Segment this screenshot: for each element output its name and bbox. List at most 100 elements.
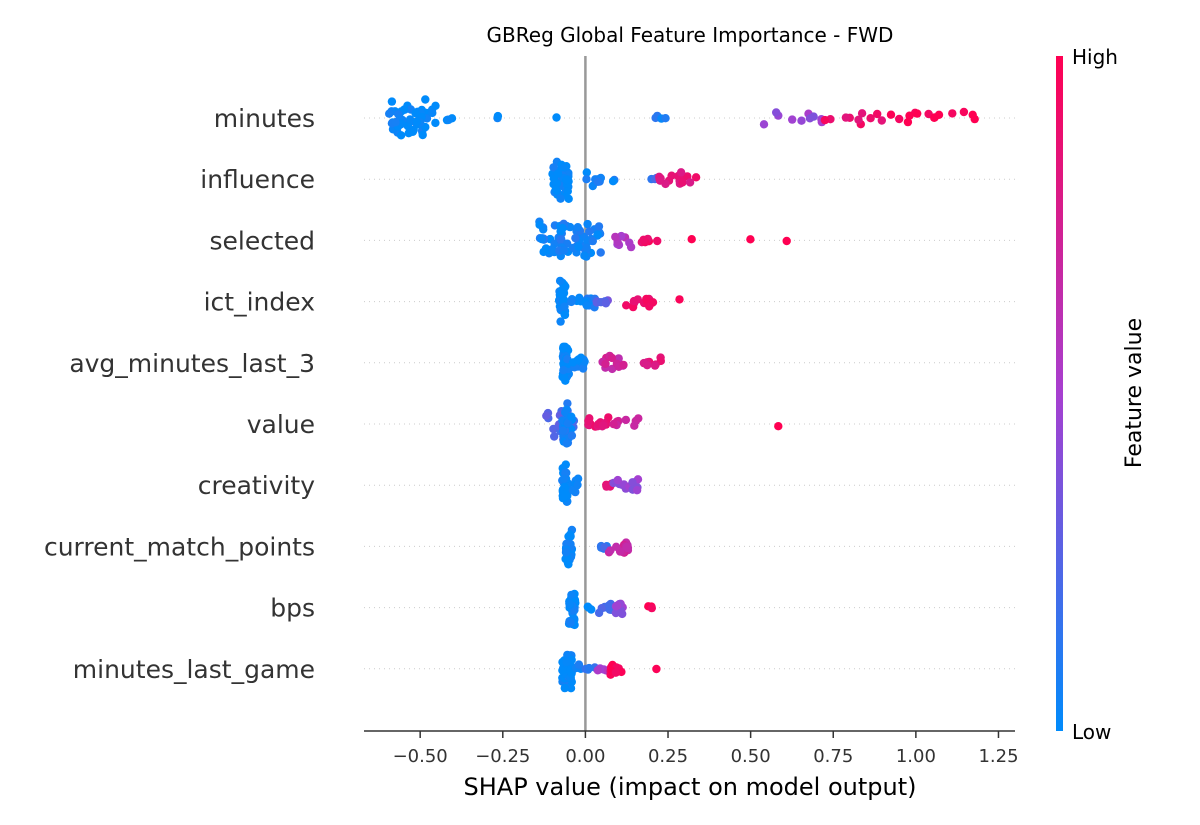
shap-point bbox=[601, 359, 610, 368]
shap-point bbox=[593, 666, 602, 675]
shap-point bbox=[678, 178, 687, 187]
shap-point bbox=[537, 234, 546, 244]
shap-point bbox=[558, 494, 568, 503]
shap-point bbox=[629, 296, 639, 306]
shap-point bbox=[596, 248, 605, 257]
shap-point bbox=[611, 668, 620, 677]
shap-point bbox=[675, 295, 684, 304]
shap-point bbox=[593, 177, 603, 186]
shap-point bbox=[639, 358, 649, 368]
shap-point bbox=[607, 353, 617, 363]
shap-point bbox=[559, 342, 568, 351]
x-ticks: −0.50 −0.25 0.00 0.25 0.50 0.75 1.00 1.25 bbox=[393, 731, 1019, 767]
shap-point bbox=[580, 251, 589, 260]
shap-point bbox=[560, 302, 569, 311]
chart-title: GBReg Global Feature Importance - FWD bbox=[487, 23, 894, 47]
x-axis-label: SHAP value (impact on model output) bbox=[464, 773, 917, 801]
shap-point bbox=[582, 168, 591, 177]
shap-point bbox=[567, 590, 576, 600]
shap-point bbox=[594, 608, 604, 618]
row-guides bbox=[364, 117, 1015, 670]
shap-point bbox=[594, 222, 604, 231]
shap-point bbox=[421, 95, 430, 104]
shap-point bbox=[788, 115, 797, 124]
shap-point bbox=[559, 474, 569, 483]
shap-point bbox=[562, 175, 571, 185]
shap-point bbox=[549, 424, 558, 434]
shap-point bbox=[575, 293, 584, 302]
shap-point bbox=[618, 609, 627, 619]
shap-point bbox=[774, 422, 783, 431]
shap-point bbox=[561, 548, 571, 557]
shap-point bbox=[873, 109, 882, 119]
shap-point bbox=[431, 101, 440, 111]
shap-point bbox=[418, 130, 427, 140]
shap-point bbox=[959, 107, 969, 117]
shap-point bbox=[493, 111, 503, 121]
shap-point bbox=[622, 301, 631, 310]
x-tick-label: 0.00 bbox=[565, 746, 605, 767]
shap-point bbox=[685, 178, 695, 187]
shap-point bbox=[584, 416, 593, 426]
shap-point bbox=[535, 220, 544, 229]
shap-point bbox=[772, 108, 781, 117]
shap-point bbox=[573, 474, 583, 483]
shap-point bbox=[647, 603, 656, 613]
shap-point bbox=[632, 486, 642, 495]
shap-point bbox=[582, 301, 591, 310]
shap-point bbox=[549, 163, 558, 172]
x-tick-label: −0.25 bbox=[475, 746, 530, 767]
feature-label: minutes bbox=[214, 104, 315, 133]
shap-point bbox=[574, 660, 584, 669]
shap-point bbox=[667, 171, 676, 180]
x-tick-label: −0.50 bbox=[393, 746, 448, 767]
shap-point bbox=[593, 230, 602, 239]
shap-point bbox=[903, 117, 913, 127]
shap-point bbox=[895, 114, 904, 124]
x-tick-label: 1.25 bbox=[978, 746, 1018, 767]
feature-labels: minutes influence selected ict_index avg_min… bbox=[44, 104, 315, 684]
shap-point bbox=[562, 657, 571, 667]
feature-label: ict_index bbox=[204, 288, 315, 317]
shap-point bbox=[555, 276, 565, 286]
shap-point bbox=[759, 120, 769, 129]
shap-point bbox=[857, 109, 867, 118]
colorbar bbox=[1056, 56, 1063, 731]
shap-point bbox=[567, 412, 576, 421]
shap-point bbox=[653, 236, 662, 246]
shap-point bbox=[877, 116, 886, 125]
shap-point bbox=[652, 664, 661, 674]
shap-point bbox=[601, 299, 611, 308]
shap-point bbox=[613, 475, 622, 485]
feature-label: selected bbox=[209, 226, 315, 255]
shap-point bbox=[588, 236, 597, 246]
feature-label: minutes_last_game bbox=[73, 655, 315, 684]
shap-point bbox=[563, 187, 572, 196]
x-tick-label: 0.50 bbox=[731, 746, 771, 767]
shap-point bbox=[574, 242, 583, 252]
shap-point bbox=[551, 185, 560, 194]
shap-point bbox=[412, 117, 421, 127]
shap-point bbox=[648, 298, 658, 307]
shap-point bbox=[428, 108, 437, 118]
x-tick-label: 0.75 bbox=[813, 746, 853, 767]
feature-label: current_match_points bbox=[44, 532, 315, 561]
x-tick-label: 1.00 bbox=[896, 746, 936, 767]
shap-point bbox=[611, 232, 620, 242]
shap-point bbox=[622, 542, 631, 552]
shap-point bbox=[559, 246, 569, 255]
shap-point bbox=[611, 608, 621, 618]
shap-point bbox=[630, 421, 639, 430]
shap-point bbox=[913, 109, 922, 118]
shap-point bbox=[691, 173, 701, 182]
shap-point bbox=[611, 602, 621, 611]
shap-point bbox=[567, 431, 577, 440]
shap-point bbox=[566, 530, 575, 539]
shap-point bbox=[573, 223, 582, 232]
shap-point bbox=[583, 219, 592, 229]
shap-point bbox=[558, 426, 568, 435]
shap-point bbox=[687, 235, 696, 244]
shap-point bbox=[625, 238, 634, 247]
shap-point bbox=[970, 114, 979, 124]
